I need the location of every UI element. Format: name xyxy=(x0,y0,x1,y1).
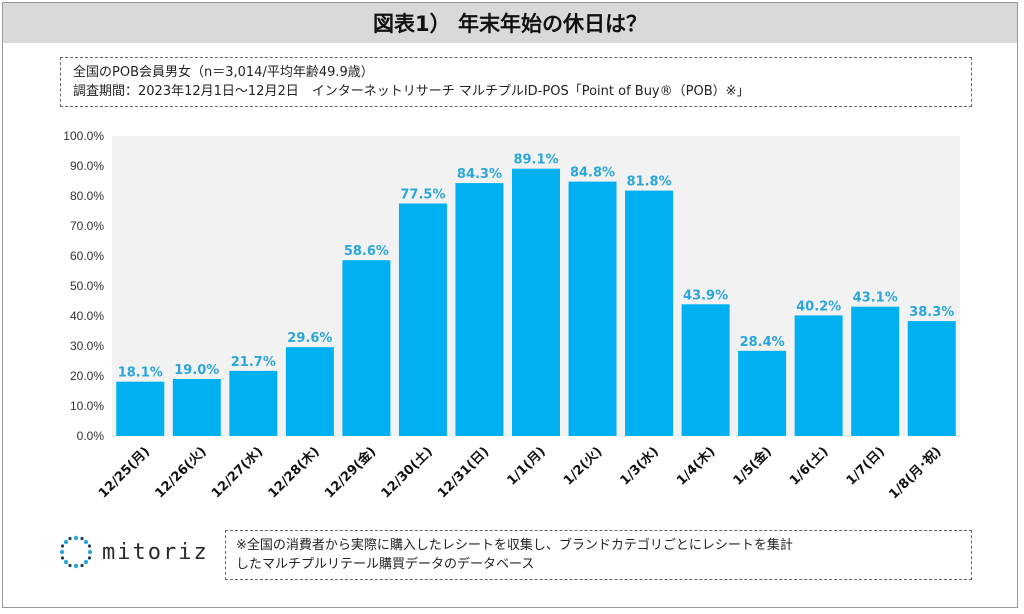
bar xyxy=(738,350,787,436)
y-tick-label: 20.0% xyxy=(70,369,104,383)
chart-title-bar: 図表1） 年末年始の休日は？ xyxy=(3,3,1017,43)
bar xyxy=(907,321,956,436)
bar-value-label: 77.5% xyxy=(400,188,445,203)
x-tick-label: 12/31(日) xyxy=(435,444,492,501)
bar-value-label: 84.3% xyxy=(457,167,502,182)
bar-value-label: 38.3% xyxy=(909,305,954,320)
footnote-line-2: したマルチプルリテール購買データのデータベース xyxy=(236,557,535,572)
bar-value-label: 81.8% xyxy=(627,175,672,190)
x-tick-label: 1/4(木) xyxy=(673,444,718,489)
bar-value-label: 89.1% xyxy=(513,153,558,168)
bar xyxy=(568,181,617,436)
brand-name: mitoriz xyxy=(102,539,209,565)
y-tick-label: 10.0% xyxy=(70,399,104,413)
x-tick-label: 1/1(月) xyxy=(504,444,548,488)
bar-value-label: 18.1% xyxy=(118,366,163,381)
x-tick-label: 1/6(土) xyxy=(786,444,831,489)
bar xyxy=(681,304,730,436)
x-tick-label: 1/3(水) xyxy=(617,444,662,489)
x-tick-label: 12/26(火) xyxy=(152,444,209,501)
bar xyxy=(398,203,447,436)
footnote-box: ※全国の消費者から実際に購入したレシートを収集し、ブランドカテゴリごとにレシート… xyxy=(225,530,972,580)
bar xyxy=(625,190,674,436)
bar-value-label: 21.7% xyxy=(231,355,276,370)
x-tick-label: 1/5(金) xyxy=(730,444,775,489)
bar-value-label: 29.6% xyxy=(287,331,332,346)
bar xyxy=(512,168,560,436)
survey-info-box: 全国のPOB会員男女（n＝3,014/平均年齢49.9歳） 調査期間：2023年… xyxy=(60,57,972,107)
bar xyxy=(794,315,843,436)
bar xyxy=(285,347,334,436)
y-tick-label: 40.0% xyxy=(70,309,104,323)
x-tick-label: 12/29(金) xyxy=(321,444,379,502)
x-tick-label: 1/8(月･祝) xyxy=(886,444,945,503)
x-tick-label: 1/7(日) xyxy=(844,444,888,488)
bar xyxy=(229,370,278,436)
bar-value-label: 19.0% xyxy=(174,363,219,378)
bar-value-label: 40.2% xyxy=(796,299,841,314)
footnote-line-1: ※全国の消費者から実際に購入したレシートを収集し、ブランドカテゴリごとにレシート… xyxy=(236,538,793,553)
bar xyxy=(172,379,221,436)
chart-title: 図表1） 年末年始の休日は？ xyxy=(373,12,647,36)
brand-logo: mitoriz xyxy=(58,532,209,572)
mitoriz-logo-icon xyxy=(59,535,93,569)
x-tick-label: 12/30(土) xyxy=(378,444,436,502)
y-tick-label: 100.0% xyxy=(63,129,104,143)
survey-period-text: 調査期間：2023年12月1日～12月2日 インターネットリサーチ マルチプルI… xyxy=(73,84,750,99)
bar xyxy=(342,260,391,436)
bar xyxy=(851,306,900,436)
x-tick-label: 12/28(木) xyxy=(265,444,323,502)
y-tick-label: 50.0% xyxy=(70,279,104,293)
y-tick-label: 0.0% xyxy=(77,429,105,443)
bar xyxy=(455,183,504,436)
survey-sample-text: 全国のPOB会員男女（n＝3,014/平均年齢49.9歳） xyxy=(73,65,374,80)
y-tick-label: 90.0% xyxy=(70,159,104,173)
bar-value-label: 58.6% xyxy=(344,244,389,259)
y-tick-label: 60.0% xyxy=(70,249,104,263)
bar-value-label: 43.9% xyxy=(683,288,728,303)
x-tick-label: 1/2(火) xyxy=(561,444,605,488)
x-tick-label: 12/27(水) xyxy=(208,444,266,502)
bar-value-label: 43.1% xyxy=(853,291,898,306)
bar-value-label: 84.8% xyxy=(570,166,615,181)
y-tick-label: 80.0% xyxy=(70,189,104,203)
x-tick-label: 12/25(月) xyxy=(96,444,153,501)
bar-value-label: 28.4% xyxy=(740,335,785,350)
y-tick-label: 70.0% xyxy=(70,219,104,233)
bar xyxy=(116,381,165,436)
y-tick-label: 30.0% xyxy=(70,339,104,353)
